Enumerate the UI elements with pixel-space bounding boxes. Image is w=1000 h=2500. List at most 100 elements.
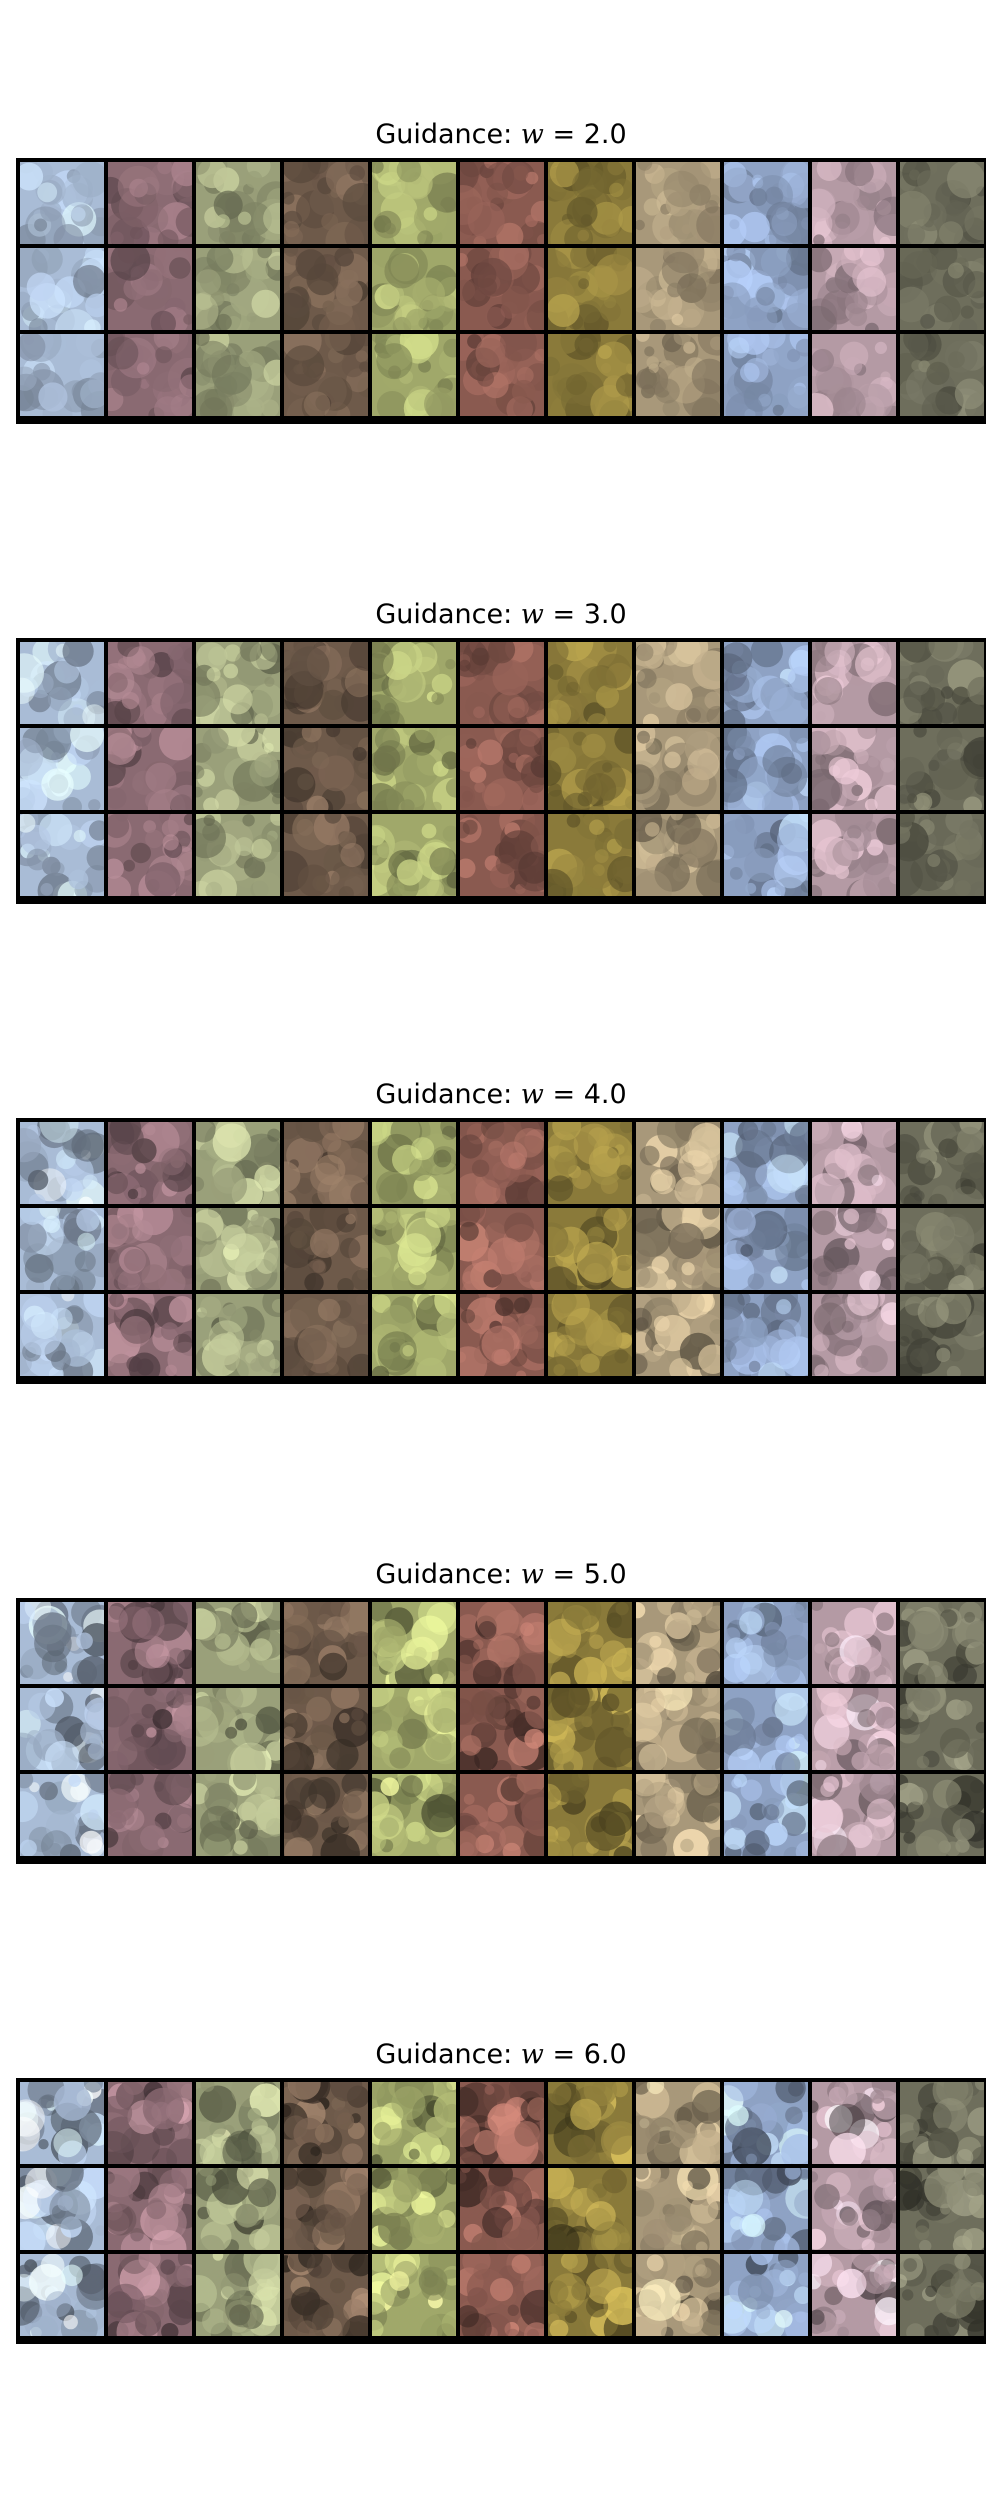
sample-image [548,1602,632,1684]
sample-image [724,1294,808,1376]
title-equals: = [543,599,584,630]
sample-image [108,1294,192,1376]
sample-image [284,334,368,416]
sample-image [196,642,280,724]
sample-image [548,334,632,416]
sample-image [900,1122,984,1204]
sample-image [460,1602,544,1684]
sample-image [372,1774,456,1856]
sample-image [900,162,984,244]
title-equals: = [543,1079,584,1110]
sample-image [108,728,192,810]
sample-image [724,2168,808,2250]
sample-image [900,1294,984,1376]
sample-image [636,728,720,810]
sample-image [284,2082,368,2164]
sample-image [900,814,984,896]
sample-image [108,162,192,244]
sample-image [20,1688,104,1770]
title-value: 5.0 [583,1559,627,1590]
sample-image [284,814,368,896]
sample-image [108,1774,192,1856]
sample-image [812,642,896,724]
sample-image [20,2082,104,2164]
sample-image [724,1122,808,1204]
sample-image [460,2082,544,2164]
title-variable: w [520,1079,544,1110]
sample-image [460,2168,544,2250]
sample-image [724,1208,808,1290]
sample-image [20,1602,104,1684]
sample-image [20,2168,104,2250]
sample-image [636,1688,720,1770]
sample-image [812,162,896,244]
sample-image [460,814,544,896]
sample-image [196,1688,280,1770]
sample-image [900,1602,984,1684]
title-variable: w [520,2039,544,2070]
sample-image [372,1294,456,1376]
sample-grid-canvas [16,158,986,424]
sample-image [636,814,720,896]
sample-image [548,248,632,330]
sample-image [548,1294,632,1376]
sample-image [460,1688,544,1770]
title-prefix: Guidance: [375,119,521,150]
title-variable: w [520,1559,544,1590]
sample-grid [16,158,986,424]
sample-image [460,162,544,244]
sample-image [636,2168,720,2250]
sample-image [900,1208,984,1290]
sample-image [724,814,808,896]
sample-image [284,248,368,330]
sample-image [900,248,984,330]
sample-image [284,1208,368,1290]
sample-grid-canvas [16,1598,986,1864]
sample-image [812,248,896,330]
sample-image [20,642,104,724]
sample-image [108,1602,192,1684]
sample-image [284,642,368,724]
sample-image [284,1688,368,1770]
panel-title: Guidance: w = 3.0 [16,598,986,632]
sample-image [284,2168,368,2250]
sample-image [108,814,192,896]
sample-image [636,1122,720,1204]
sample-image [372,1208,456,1290]
sample-image [196,1294,280,1376]
sample-image [460,1122,544,1204]
sample-image [812,2254,896,2336]
sample-image [900,2168,984,2250]
sample-image [196,334,280,416]
sample-image [900,2254,984,2336]
sample-image [900,1774,984,1856]
sample-image [20,248,104,330]
sample-image [548,1208,632,1290]
title-value: 6.0 [583,2039,627,2070]
sample-image [548,2082,632,2164]
title-equals: = [543,2039,584,2070]
sample-image [636,2082,720,2164]
sample-image [20,1774,104,1856]
sample-image [460,2254,544,2336]
sample-image [284,1774,368,1856]
sample-image [548,2168,632,2250]
title-variable: w [520,119,544,150]
sample-image [372,814,456,896]
sample-image [372,334,456,416]
sample-image [284,1122,368,1204]
sample-image [900,1688,984,1770]
sample-image [636,1602,720,1684]
sample-image [900,334,984,416]
sample-image [196,2168,280,2250]
sample-grid [16,2078,986,2344]
sample-image [460,728,544,810]
sample-image [196,248,280,330]
title-prefix: Guidance: [375,1559,521,1590]
sample-image [196,814,280,896]
sample-image [724,728,808,810]
sample-image [372,2082,456,2164]
sample-image [372,728,456,810]
sample-image [636,1294,720,1376]
sample-image [900,728,984,810]
